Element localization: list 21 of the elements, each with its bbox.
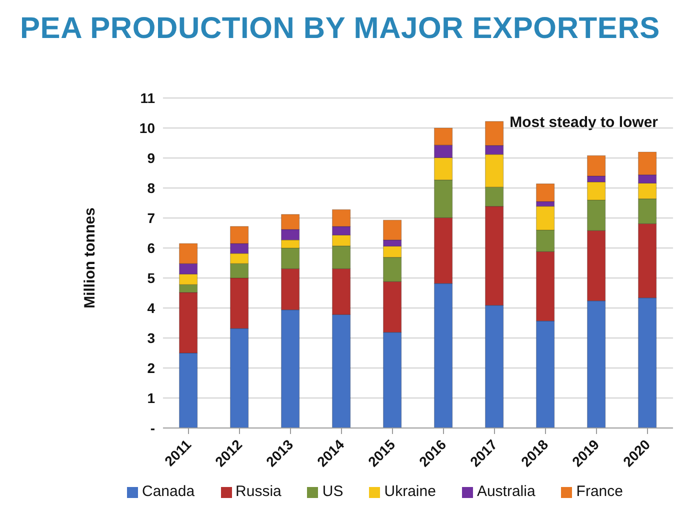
annotation: Most steady to lower	[510, 114, 658, 131]
legend-label: France	[576, 483, 623, 500]
y-tick-label: 3	[147, 330, 156, 346]
y-tick-label: 4	[147, 300, 156, 316]
legend-label: US	[322, 483, 344, 500]
y-tick-label: 5	[147, 270, 156, 286]
legend-label: Ukraine	[384, 483, 436, 500]
legend-label: Russia	[236, 483, 282, 500]
legend-label: Australia	[476, 483, 536, 500]
y-tick-label: -	[150, 420, 156, 436]
y-tick-label: 1	[147, 390, 156, 406]
y-tick-label: 9	[147, 150, 156, 166]
y-tick-label: 11	[140, 90, 156, 106]
y-tick-label: 6	[147, 240, 156, 256]
y-tick-label: 7	[147, 210, 156, 226]
y-axis-title: Million tonnes	[82, 208, 98, 308]
chart-title: PEA PRODUCTION BY MAJOR EXPORTERS	[20, 12, 660, 46]
y-tick-label: 10	[139, 120, 156, 136]
y-tick-label: 2	[147, 360, 156, 376]
y-tick-label: 8	[147, 180, 156, 196]
legend-label: Canada	[142, 483, 195, 500]
